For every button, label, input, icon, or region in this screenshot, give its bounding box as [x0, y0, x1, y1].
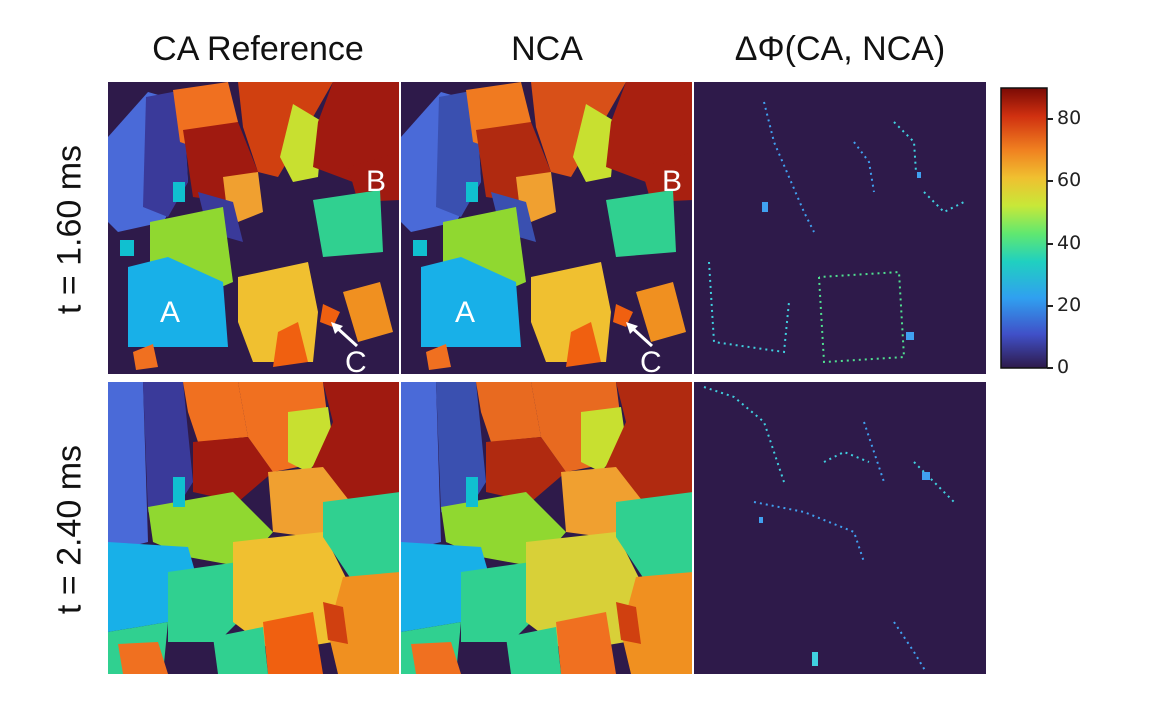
grain-label-c-ca: C	[345, 346, 367, 379]
panel-ca-t160	[108, 82, 400, 374]
colorbar-tick-label: 0	[1057, 356, 1070, 378]
grain-label-a-nca: A	[455, 296, 476, 329]
colorbar-tick-mark	[1047, 180, 1053, 183]
column-title-nca: NCA	[511, 30, 583, 68]
colorbar	[1000, 87, 1050, 374]
column-title-ca-reference: CA Reference	[152, 30, 364, 68]
colorbar-tick-mark	[1047, 367, 1053, 369]
panel-separator	[108, 374, 988, 382]
colorbar-tick-label: 20	[1057, 293, 1082, 316]
panel-diff-t240	[694, 382, 986, 674]
panel-nca-t160	[401, 82, 693, 374]
colorbar-tick-mark	[1047, 304, 1053, 307]
panel-nca-t240	[401, 382, 693, 674]
grain-label-b-ca: B	[366, 165, 387, 198]
colorbar-tick-label: 60	[1057, 169, 1082, 192]
grain-label-b-nca: B	[662, 165, 683, 198]
arrow-c-ca	[331, 322, 359, 348]
colorbar-tick-label: 40	[1057, 231, 1082, 254]
column-title-delta-phi: ΔΦ(CA, NCA)	[734, 30, 946, 68]
panel-diff-t160	[694, 82, 986, 374]
colorbar-tick-mark	[1047, 242, 1053, 245]
panel-ca-t240	[108, 382, 400, 674]
colorbar-gradient	[1000, 87, 1048, 369]
grain-label-a-ca: A	[160, 296, 181, 329]
grain-label-c-nca: C	[640, 346, 662, 379]
row-title-t160: t = 1.60 ms	[50, 144, 89, 315]
arrow-c-nca	[626, 322, 654, 348]
colorbar-tick-mark	[1047, 118, 1053, 121]
row-title-t240: t = 2.40 ms	[50, 444, 89, 615]
colorbar-tick-label: 80	[1057, 107, 1082, 130]
